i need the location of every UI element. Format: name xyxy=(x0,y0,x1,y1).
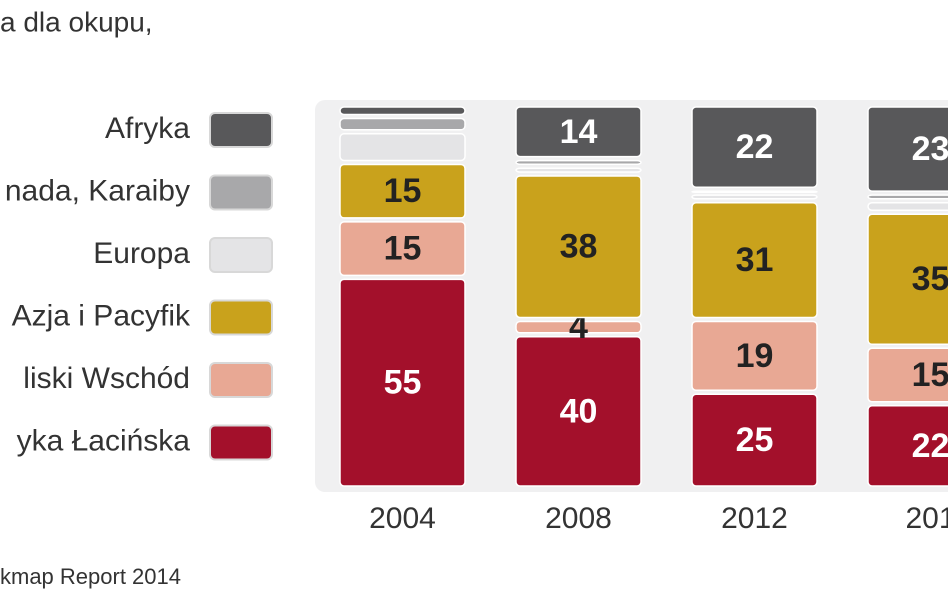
value-label: 22 xyxy=(912,427,948,465)
bar-segment xyxy=(691,202,818,319)
value-label: 31 xyxy=(736,241,774,279)
bar-segment xyxy=(339,221,466,277)
bar-segment xyxy=(867,194,948,200)
legend-swatch xyxy=(209,424,273,461)
legend-label: liski Wschód xyxy=(23,362,190,395)
legend-label: Europa xyxy=(93,237,190,270)
bar-segment xyxy=(867,404,948,487)
bar-segment xyxy=(867,202,948,211)
legend-label: Azja i Pacyfik xyxy=(12,299,191,332)
bar-segment xyxy=(867,347,948,403)
value-label: 40 xyxy=(560,392,598,430)
legend-label: nada, Karaiby xyxy=(5,174,190,207)
bar-segment xyxy=(515,159,642,166)
legend-label: yka Łacińska xyxy=(17,424,191,457)
bar-segment xyxy=(691,106,818,189)
chart-title: a dla okupu, xyxy=(0,6,153,37)
x-tick-label: 2004 xyxy=(369,502,436,535)
value-label: 19 xyxy=(736,337,774,375)
bar-segment xyxy=(515,320,642,334)
bar-segment xyxy=(339,133,466,162)
bar-segment xyxy=(515,167,642,173)
value-label: 14 xyxy=(560,113,598,151)
value-label: 15 xyxy=(912,356,948,394)
legend-swatch xyxy=(209,237,273,273)
value-label: 23 xyxy=(912,130,948,168)
x-tick-label: 2008 xyxy=(545,502,612,535)
bar-segment xyxy=(691,393,818,487)
bar-segment xyxy=(867,213,948,346)
legend-swatch xyxy=(209,362,273,398)
legend-swatch xyxy=(209,299,273,336)
x-tick-label: 201 xyxy=(905,502,948,535)
bar-segment xyxy=(339,106,466,116)
value-label: 22 xyxy=(736,128,774,166)
legend-swatch xyxy=(209,112,273,148)
value-label: 15 xyxy=(384,172,422,210)
legend-label: Afryka xyxy=(105,112,190,145)
x-tick-label: 2012 xyxy=(721,502,788,535)
source: kmap Report 2014 xyxy=(0,564,181,589)
bar-segment xyxy=(515,106,642,158)
value-label: 55 xyxy=(384,364,422,402)
bar-segment xyxy=(339,163,466,219)
bar-segment xyxy=(339,117,466,131)
value-label: 35 xyxy=(912,260,948,298)
bar-segment xyxy=(691,320,818,392)
legend-swatch xyxy=(209,174,273,211)
value-label: 25 xyxy=(736,421,774,459)
bar-segment xyxy=(515,336,642,487)
value-label: 15 xyxy=(384,230,422,268)
bar-segment xyxy=(691,194,818,200)
bar-segment xyxy=(867,106,948,192)
bar-segment xyxy=(691,190,818,194)
value-label: 38 xyxy=(560,228,598,266)
bar-segment xyxy=(515,175,642,319)
bar-segment xyxy=(339,278,466,487)
